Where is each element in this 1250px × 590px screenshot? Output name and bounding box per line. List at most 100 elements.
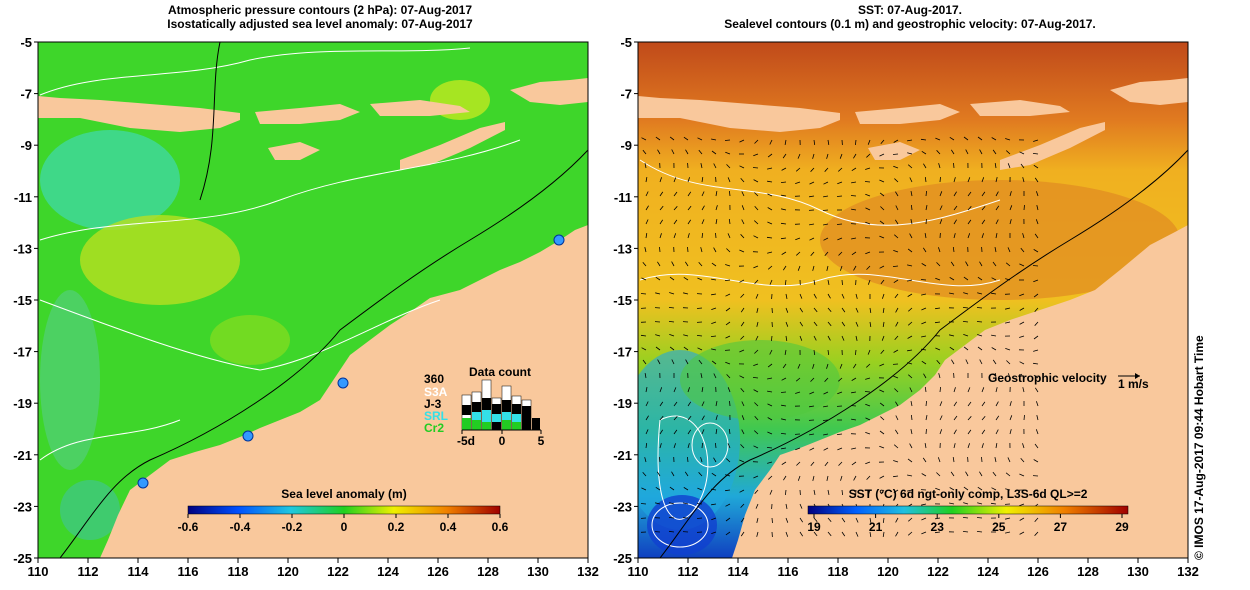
velocity-arrow — [785, 307, 789, 313]
island-java-bali — [38, 96, 240, 132]
velocity-arrow — [780, 391, 787, 393]
velocity-arrow — [767, 207, 773, 211]
velocity-arrow — [795, 377, 801, 382]
velocity-arrow — [827, 489, 830, 495]
velocity-arrow — [841, 321, 846, 327]
velocity-arrow — [924, 233, 927, 239]
velocity-arrow — [812, 265, 815, 271]
velocity-arrow — [784, 279, 787, 286]
velocity-arrow — [727, 177, 731, 183]
right-y-tick-label: -19 — [613, 396, 632, 411]
velocity-arrow — [683, 334, 689, 337]
velocity-arrow — [685, 359, 689, 365]
left-y-tick-label: -9 — [20, 138, 32, 153]
right-x-tick-label: 112 — [678, 564, 699, 579]
velocity-arrow — [782, 265, 787, 271]
velocity-arrow — [795, 447, 801, 451]
velocity-arrow — [754, 402, 759, 407]
velocity-arrow — [868, 489, 871, 495]
velocity-arrow — [768, 475, 773, 480]
left-x-tick-label: 124 — [377, 564, 399, 579]
velocity-arrow — [893, 279, 899, 284]
velocity-arrow — [939, 205, 943, 211]
velocity-arrow — [967, 191, 972, 197]
velocity-arrow — [785, 531, 789, 537]
velocity-arrow — [977, 346, 983, 351]
velocity-arrow — [853, 265, 857, 271]
velocity-arrow — [696, 335, 703, 337]
velocity-arrow — [739, 459, 745, 463]
velocity-arrow — [640, 503, 647, 505]
velocity-arrow — [981, 233, 984, 239]
velocity-arrow — [1005, 278, 1011, 281]
velocity-arrow — [644, 247, 647, 253]
velocity-arrow — [656, 471, 661, 477]
velocity-arrow — [963, 292, 969, 295]
velocity-arrow — [1009, 401, 1012, 407]
velocity-arrow — [823, 405, 829, 408]
velocity-arrow — [866, 475, 871, 480]
velocity-arrow — [936, 150, 941, 155]
velocity-arrow — [827, 279, 830, 285]
velocity-arrow — [994, 457, 997, 463]
right-x-tick-label: 116 — [778, 564, 799, 579]
velocity-arrow — [659, 443, 662, 449]
velocity-arrow — [924, 443, 927, 449]
velocity-arrow — [781, 404, 787, 407]
velocity-arrow — [740, 531, 745, 537]
velocity-arrow — [995, 443, 998, 449]
australia-landmass — [100, 225, 588, 558]
velocity-arrow — [938, 373, 941, 379]
velocity-arrow — [992, 261, 997, 267]
velocity-arrow — [640, 334, 647, 337]
velocity-arrow — [701, 232, 704, 239]
velocity-arrow — [669, 486, 675, 491]
tide-gauge-marker[interactable] — [137, 477, 149, 489]
velocity-arrow — [741, 219, 745, 225]
island-north — [510, 78, 588, 105]
velocity-arrow — [879, 445, 885, 449]
velocity-arrow — [659, 191, 664, 197]
velocity-arrow — [655, 276, 661, 281]
tide-gauge-marker[interactable] — [337, 377, 349, 389]
velocity-arrow — [754, 220, 759, 225]
velocity-arrow — [1019, 263, 1025, 267]
velocity-arrow — [925, 218, 927, 225]
right-x-tick-label: 126 — [1027, 564, 1049, 579]
velocity-arrow — [852, 363, 857, 369]
velocity-arrow — [797, 475, 801, 481]
left-x-tick-label: 122 — [327, 564, 349, 579]
velocity-arrow — [920, 138, 927, 141]
velocity-arrow — [715, 219, 718, 225]
velocity-arrow — [826, 363, 829, 369]
velocity-arrow — [713, 163, 717, 169]
colorbar-tick-label: 0 — [341, 520, 348, 534]
velocity-arrow — [907, 152, 913, 155]
velocity-arrow — [910, 191, 913, 197]
velocity-arrow — [739, 349, 745, 353]
tide-gauge-marker[interactable] — [553, 234, 565, 246]
velocity-arrow — [813, 139, 816, 145]
velocity-arrow — [995, 429, 999, 435]
velocity-arrow — [866, 153, 871, 158]
velocity-arrow — [935, 307, 941, 310]
velocity-arrow — [740, 321, 745, 327]
velocity-arrow — [1036, 191, 1039, 197]
right-x-tick-label: 130 — [1127, 564, 1149, 579]
island-lombok-sumbawa — [855, 104, 960, 124]
velocity-arrow — [921, 473, 927, 477]
velocity-arrow — [895, 191, 899, 197]
velocity-arrow — [796, 251, 801, 256]
velocity-arrow — [990, 502, 997, 505]
velocity-arrow — [963, 334, 969, 337]
velocity-arrow — [911, 204, 913, 211]
tide-gauge-marker[interactable] — [242, 430, 254, 442]
velocity-arrow — [1034, 443, 1039, 449]
velocity-arrow — [711, 348, 717, 351]
velocity-arrow — [855, 335, 858, 341]
velocity-arrow — [851, 208, 857, 211]
velocity-arrow — [851, 447, 857, 450]
velocity-arrow — [867, 349, 871, 355]
left-x-tick-label: 126 — [427, 564, 449, 579]
velocity-arrow — [785, 517, 789, 523]
